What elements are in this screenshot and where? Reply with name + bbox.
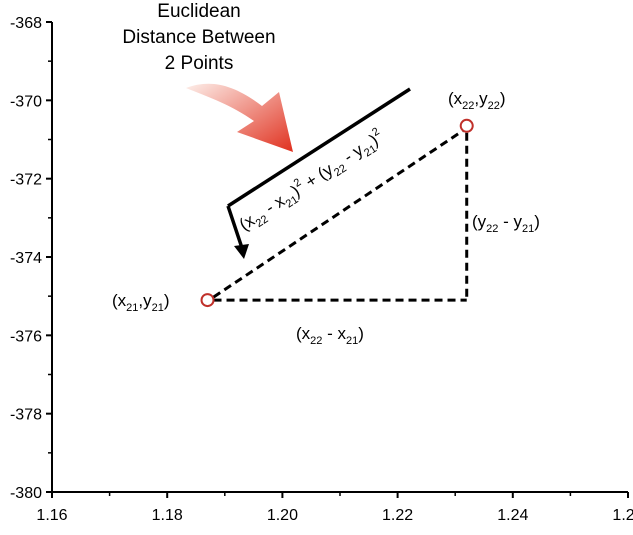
- title-line-3: 2 Points: [165, 53, 234, 74]
- title-line-1: Euclidean: [157, 1, 240, 22]
- x-tick-label: 1.26: [612, 507, 633, 524]
- x-tick-label: 1.22: [382, 507, 413, 524]
- y-tick-label: -376: [10, 328, 42, 345]
- curved-arrow-icon: [186, 83, 293, 152]
- point-2-label: (x22,y22): [448, 89, 506, 112]
- delta-y-label: (y22 - y21): [472, 212, 540, 235]
- point-1-label: (x21,y21): [112, 291, 170, 314]
- bracket-line: [227, 87, 411, 208]
- x-ticks: 1.16 1.18 1.20 1.22 1.24 1.26: [36, 492, 633, 524]
- hypotenuse-line: [212, 129, 464, 299]
- delta-x-label: (x22 - x21): [296, 324, 364, 347]
- x-tick-label: 1.18: [152, 507, 183, 524]
- y-ticks: -368 -370 -372 -374 -376 -378 -380: [10, 15, 52, 502]
- point-2-marker: [459, 118, 474, 133]
- distance-formula: (x22 - x21)2 + (y22 - y21)2: [235, 125, 389, 237]
- x-tick-label: 1.24: [497, 507, 528, 524]
- x-tick-label: 1.20: [267, 507, 298, 524]
- title-line-2: Distance Between: [122, 27, 275, 48]
- y-tick-label: -372: [10, 172, 42, 189]
- y-tick-label: -370: [10, 93, 42, 110]
- y-tick-label: -368: [10, 15, 42, 32]
- y-tick-label: -378: [10, 407, 42, 424]
- arrowhead-icon: [234, 244, 249, 259]
- y-tick-label: -374: [10, 250, 42, 267]
- bracket-arrow-shaft: [226, 205, 244, 249]
- y-tick-label: -380: [10, 485, 42, 502]
- point-1-marker: [200, 293, 215, 308]
- x-tick-label: 1.16: [36, 507, 67, 524]
